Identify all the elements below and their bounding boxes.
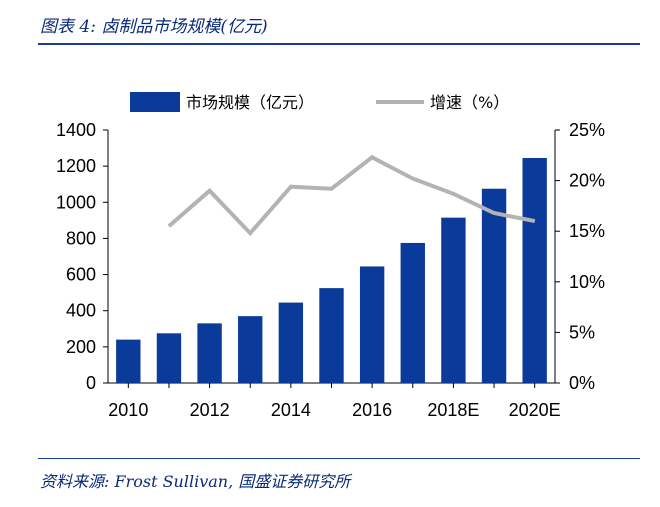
bar-2013 [238, 316, 263, 383]
left-tick-label: 800 [66, 228, 96, 248]
growth-line [167, 154, 536, 237]
x-tick-label: 2020E [509, 400, 561, 420]
legend: 市场规模（亿元） 增速（%） [130, 92, 509, 112]
right-tick-label: 15% [569, 221, 605, 241]
legend-bar-label: 市场规模（亿元） [186, 93, 314, 112]
bar-2015 [319, 288, 344, 383]
left-tick-label: 1000 [56, 192, 96, 212]
bar-2016 [359, 266, 385, 383]
growth-point-2018E [452, 193, 454, 195]
growth-point-2011 [168, 225, 170, 227]
growth-point-2020E [534, 220, 536, 222]
growth-point-2019E [493, 212, 495, 214]
left-tick-label: 0 [86, 373, 96, 393]
right-tick-label: 25% [569, 120, 605, 140]
growth-point-2014 [290, 186, 292, 188]
right-tick-label: 0% [569, 373, 595, 393]
bar-2020E [522, 158, 547, 383]
figure-title: 图表 4: 卤制品市场规模(亿元) [40, 17, 268, 37]
bar-2018E [441, 217, 466, 383]
bar-2019E [481, 188, 507, 383]
source-rule [38, 458, 640, 459]
x-tick-label: 2016 [352, 400, 392, 420]
x-tick-label: 2018E [427, 400, 479, 420]
bars [116, 158, 547, 383]
x-tick-label: 2012 [190, 400, 230, 420]
right-tick-label: 10% [569, 272, 605, 292]
title-rule [38, 43, 640, 45]
growth-point-2013 [249, 232, 251, 234]
bar-2012 [197, 323, 222, 383]
x-tick-label: 2010 [108, 400, 148, 420]
left-tick-label: 200 [66, 337, 96, 357]
left-tick-label: 400 [66, 301, 96, 321]
bar-2010 [116, 339, 141, 383]
right-tick-label: 5% [569, 322, 595, 342]
x-axis-ticks: 2010 2012 2014 2016 2018E 2020E [108, 383, 561, 420]
left-axis-ticks: 0 200 400 600 800 1000 1200 1400 [56, 120, 108, 393]
left-tick-label: 1400 [56, 120, 96, 140]
bar-2011 [156, 333, 182, 383]
growth-point-2015 [331, 188, 332, 190]
growth-line-series [167, 154, 536, 237]
growth-point-2012 [209, 190, 211, 192]
right-tick-label: 20% [569, 171, 605, 191]
left-tick-label: 1200 [56, 156, 96, 176]
growth-point-2016 [371, 156, 373, 158]
source-note: 资料来源: Frost Sullivan, 国盛证券研究所 [40, 472, 351, 491]
growth-point-2017 [412, 178, 414, 180]
legend-line-label: 增速（%） [430, 93, 509, 112]
left-tick-label: 600 [66, 265, 96, 285]
x-tick-label: 2014 [271, 400, 311, 420]
legend-bar-swatch [130, 92, 180, 112]
right-axis-ticks: 0% 5% 10% 15% 20% 25% [555, 120, 605, 393]
bar-2017 [400, 242, 425, 383]
bar-2014 [278, 302, 304, 383]
